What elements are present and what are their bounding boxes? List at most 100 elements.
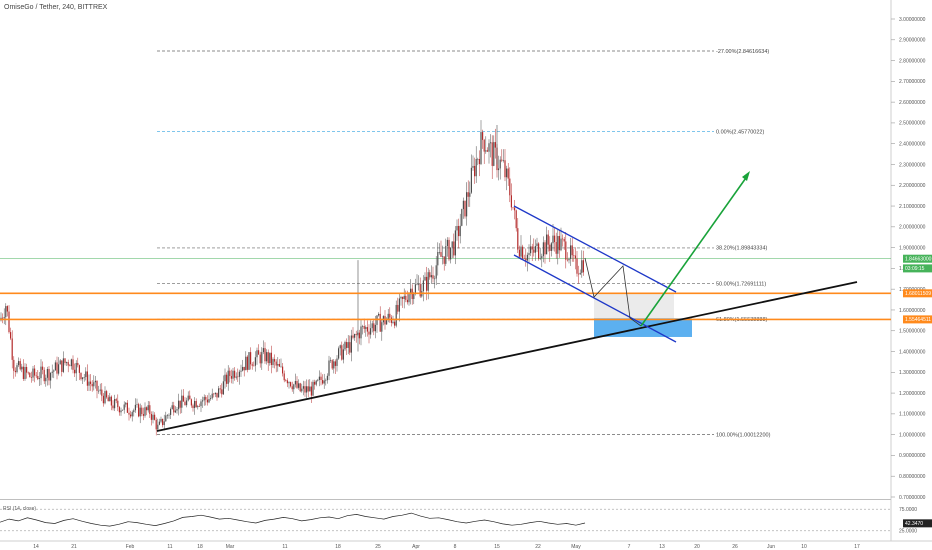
candle-body bbox=[206, 399, 208, 403]
price-tag-bg bbox=[903, 264, 932, 273]
drawing-overlay[interactable] bbox=[0, 171, 891, 432]
candle-body bbox=[349, 342, 351, 353]
candle-body bbox=[333, 361, 335, 369]
candle-body bbox=[43, 369, 45, 382]
time-axis-label: 13 bbox=[659, 544, 665, 550]
rsi-value-text: 42.3470 bbox=[905, 521, 923, 527]
candle-body bbox=[435, 265, 437, 279]
candle-body bbox=[83, 377, 85, 378]
price-tag-bg bbox=[903, 254, 932, 263]
candle-body bbox=[467, 192, 469, 197]
candle-body bbox=[334, 361, 336, 366]
candle-body bbox=[416, 284, 418, 285]
candle-body bbox=[16, 365, 18, 373]
candle-body bbox=[14, 370, 16, 373]
candle-body bbox=[498, 168, 500, 171]
candle-body bbox=[389, 313, 391, 318]
candle-body bbox=[338, 348, 340, 359]
candle-body bbox=[331, 360, 333, 369]
price-axis-label: 2.20000000 bbox=[899, 183, 926, 189]
price-tags: 1.84663000 03:09:15 1.68011509 1.55464511 bbox=[903, 254, 932, 324]
candle-body bbox=[491, 142, 493, 166]
time-axis-label: 18 bbox=[335, 544, 341, 550]
channel-upper-line[interactable] bbox=[513, 205, 677, 293]
candle-body bbox=[456, 226, 458, 231]
candle-body bbox=[294, 380, 296, 385]
candle-body bbox=[510, 195, 512, 208]
candle-body bbox=[45, 377, 47, 382]
time-axis-label: 22 bbox=[535, 544, 541, 550]
candle-body bbox=[61, 360, 63, 372]
candle-body bbox=[62, 358, 64, 372]
candle-body bbox=[566, 259, 568, 261]
candle-body bbox=[565, 241, 567, 260]
candle-body bbox=[200, 401, 202, 407]
channel-lower-line[interactable] bbox=[513, 254, 677, 343]
candle-body bbox=[162, 418, 164, 426]
candle-body bbox=[53, 370, 55, 372]
candle-body bbox=[261, 352, 263, 364]
candle-body bbox=[462, 200, 464, 210]
candle-body bbox=[182, 395, 184, 402]
rsi-value-tag bbox=[903, 519, 932, 528]
candle-body bbox=[157, 424, 159, 430]
candle-body bbox=[152, 414, 154, 420]
time-axis-label: 11 bbox=[282, 544, 287, 550]
candle-body bbox=[165, 415, 167, 422]
candle-body bbox=[139, 407, 141, 417]
candle-body bbox=[216, 392, 218, 398]
price-tag-text: 1.68011509 bbox=[905, 291, 931, 297]
candle-body bbox=[379, 313, 381, 332]
candle-body bbox=[534, 246, 536, 253]
time-axis[interactable]: 14 21 Feb 11 18 Mar 11 18 25 Apr 8 15 22 May 7 13 20 26 Ju… bbox=[33, 544, 860, 550]
fib-level-label: 0.00%(2.45770022) bbox=[716, 130, 764, 136]
candle-body bbox=[8, 311, 10, 333]
candle-body bbox=[70, 359, 72, 367]
candle-body bbox=[552, 235, 554, 244]
candle-body bbox=[238, 371, 240, 377]
candle-body bbox=[502, 160, 504, 161]
candle-body bbox=[286, 380, 288, 384]
candle-body bbox=[432, 275, 434, 279]
price-axis-label: 2.50000000 bbox=[899, 121, 926, 127]
price-axis-label: 1.90000000 bbox=[899, 245, 926, 251]
target-arrow-line[interactable] bbox=[640, 174, 749, 327]
candle-body bbox=[275, 361, 277, 366]
candle-body bbox=[394, 321, 396, 326]
candle-body bbox=[307, 386, 309, 392]
candle-body bbox=[170, 408, 172, 415]
candle-body bbox=[194, 400, 196, 409]
candle-body bbox=[106, 391, 108, 398]
candle-body bbox=[448, 239, 450, 260]
candle-body bbox=[387, 313, 389, 320]
candle-body bbox=[525, 258, 527, 261]
candle-body bbox=[512, 207, 514, 208]
candle-body bbox=[486, 150, 488, 152]
candle-body bbox=[306, 386, 308, 393]
candle-body bbox=[328, 360, 330, 376]
candle-body bbox=[232, 370, 234, 379]
candle-body bbox=[299, 383, 301, 392]
candle-body bbox=[373, 323, 375, 332]
price-tag-text: 03:09:15 bbox=[905, 266, 925, 272]
price-axis[interactable]: 3.00000000 2.90000000 2.80000000 2.70000000… bbox=[891, 17, 926, 501]
candle-body bbox=[429, 272, 431, 278]
candle-body bbox=[262, 348, 264, 353]
candle-body bbox=[181, 395, 183, 408]
candle-body bbox=[278, 363, 280, 367]
time-axis-label: Jun bbox=[767, 544, 775, 550]
candle-body bbox=[254, 357, 256, 366]
candle-body bbox=[291, 386, 293, 390]
candle-body bbox=[315, 380, 317, 385]
rsi-pane[interactable]: RSI (14, close) 75.0000 25.0000 42.3470 bbox=[0, 506, 932, 535]
candle-body bbox=[112, 405, 114, 409]
candle-body bbox=[406, 299, 408, 303]
candle-body bbox=[440, 252, 442, 257]
candle-body bbox=[150, 414, 152, 420]
projected-path[interactable] bbox=[584, 257, 642, 327]
candle-body bbox=[117, 400, 119, 408]
candle-body bbox=[422, 280, 424, 292]
time-axis-label: Feb bbox=[126, 544, 135, 550]
ascending-trendline[interactable] bbox=[156, 281, 858, 432]
